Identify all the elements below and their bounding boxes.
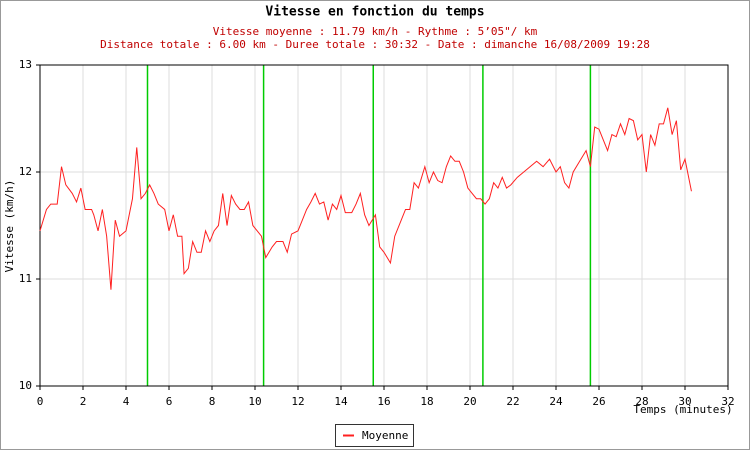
- x-tick-label: 10: [248, 395, 261, 408]
- x-tick-label: 22: [506, 395, 519, 408]
- x-tick-label: 18: [420, 395, 433, 408]
- plot-border: [39, 64, 729, 387]
- y-tick-label: 10: [19, 379, 32, 392]
- y-tick-label: 12: [19, 165, 32, 178]
- chart-title: Vitesse en fonction du temps: [265, 5, 484, 20]
- legend: [335, 424, 414, 447]
- x-tick-label: 26: [592, 395, 605, 408]
- data-line: [39, 107, 692, 290]
- subtitle: Distance totale : 6.00 km - Duree totale…: [100, 38, 650, 51]
- x-tick-label: 0: [37, 395, 44, 408]
- x-tick-label: 8: [209, 395, 216, 408]
- x-tick-label: 30: [678, 395, 691, 408]
- x-axis-label: Temps (minutes): [633, 403, 732, 416]
- x-tick-label: 4: [123, 395, 130, 408]
- y-axis-label: Vitesse (km/h): [3, 180, 16, 273]
- x-tick-label: 6: [166, 395, 173, 408]
- x-tick-label: 12: [291, 395, 304, 408]
- x-tick-label: 28: [635, 395, 648, 408]
- x-tick-label: 24: [549, 395, 563, 408]
- legend-label: Moyenne: [362, 429, 408, 442]
- y-tick-label: 11: [19, 272, 32, 285]
- x-tick-label: 14: [334, 395, 348, 408]
- x-tick-label: 32: [721, 395, 734, 408]
- x-tick-label: 16: [377, 395, 390, 408]
- subtitle: Vitesse moyenne : 11.79 km/h - Rythme : …: [213, 25, 538, 38]
- x-tick-label: 20: [463, 395, 476, 408]
- x-tick-label: 2: [80, 395, 87, 408]
- y-tick-label: 13: [19, 58, 32, 71]
